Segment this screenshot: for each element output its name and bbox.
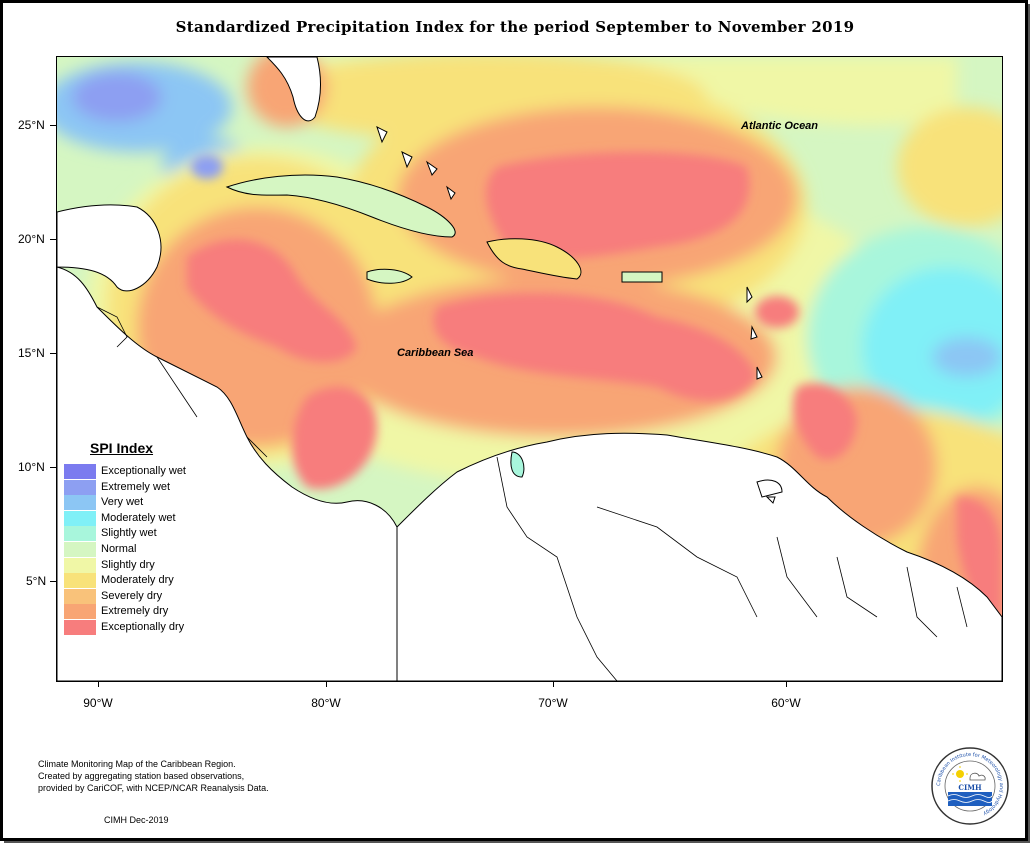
legend-label: Slightly wet bbox=[101, 527, 157, 540]
legend-swatch bbox=[64, 620, 96, 635]
lon-tick bbox=[786, 681, 787, 687]
lat-label-10n: 10°N bbox=[18, 460, 45, 474]
lat-tick bbox=[50, 125, 56, 126]
label-atlantic-ocean: Atlantic Ocean bbox=[741, 120, 819, 132]
legend-label: Severely dry bbox=[101, 589, 163, 602]
legend-item: Exceptionally dry bbox=[64, 620, 284, 636]
legend-swatch bbox=[64, 526, 96, 542]
lat-tick bbox=[50, 581, 56, 582]
lat-label-15n: 15°N bbox=[18, 346, 45, 360]
legend-swatch bbox=[64, 604, 96, 620]
spi-map-canvas bbox=[57, 57, 1002, 681]
cimh-logo: Caribbean Institute for Meteorology and … bbox=[930, 746, 1010, 826]
legend-label: Extremely dry bbox=[101, 605, 169, 618]
lat-tick bbox=[50, 239, 56, 240]
legend-swatch bbox=[64, 495, 96, 511]
legend-swatch bbox=[64, 510, 96, 526]
lon-label-70w: 70°W bbox=[538, 696, 568, 710]
page-title: Standardized Precipitation Index for the… bbox=[175, 18, 855, 36]
lon-tick bbox=[553, 681, 554, 687]
legend-item: Extremely dry bbox=[64, 604, 284, 620]
lat-label-25n: 25°N bbox=[18, 118, 45, 132]
credit-line-2: Created by aggregating station based obs… bbox=[38, 771, 245, 781]
map-credit: Climate Monitoring Map of the Caribbean … bbox=[38, 758, 269, 794]
legend-label: Very wet bbox=[101, 496, 144, 509]
legend-label: Slightly dry bbox=[101, 558, 155, 571]
legend-swatch bbox=[64, 588, 96, 604]
credit-line-1: Climate Monitoring Map of the Caribbean … bbox=[38, 759, 236, 769]
credit-line-3: provided by CariCOF, with NCEP/NCAR Rean… bbox=[38, 783, 269, 793]
legend-item: Severely dry bbox=[64, 588, 284, 605]
lon-tick bbox=[98, 681, 99, 687]
lon-label-80w: 80°W bbox=[311, 696, 341, 710]
map-date: CIMH Dec-2019 bbox=[104, 815, 169, 825]
legend-swatch bbox=[64, 542, 96, 557]
legend-label: Extremely wet bbox=[101, 480, 171, 493]
lat-tick bbox=[50, 353, 56, 354]
legend-item: Exceptionally wet bbox=[64, 464, 284, 480]
lon-tick bbox=[326, 681, 327, 687]
legend-item: Moderately dry bbox=[64, 573, 284, 589]
legend-swatch bbox=[64, 479, 96, 495]
legend-label: Exceptionally dry bbox=[101, 621, 185, 633]
legend-swatch bbox=[64, 464, 96, 479]
spi-map: Atlantic Ocean Caribbean Sea bbox=[56, 56, 1003, 682]
legend-label: Moderately dry bbox=[101, 574, 174, 587]
land-outlines bbox=[57, 57, 1002, 681]
lon-label-90w: 90°W bbox=[83, 696, 113, 710]
legend-label: Exceptionally wet bbox=[101, 465, 186, 477]
cimh-logo-icon: Caribbean Institute for Meteorology and … bbox=[931, 747, 1009, 825]
lon-label-60w: 60°W bbox=[771, 696, 801, 710]
logo-text: CIMH bbox=[958, 783, 982, 792]
legend-item: Slightly dry bbox=[64, 557, 284, 574]
legend-label: Moderately wet bbox=[101, 511, 176, 524]
legend-title: SPI Index bbox=[90, 440, 154, 456]
legend-item: Slightly wet bbox=[64, 526, 284, 542]
legend-swatch bbox=[64, 557, 96, 573]
lat-label-20n: 20°N bbox=[18, 232, 45, 246]
country-borders bbox=[96, 306, 968, 681]
legend-swatch bbox=[64, 573, 96, 589]
lat-tick bbox=[50, 467, 56, 468]
legend-item: Moderately wet bbox=[64, 510, 284, 527]
lat-label-5n: 5°N bbox=[26, 574, 47, 588]
label-caribbean-sea: Caribbean Sea bbox=[397, 347, 474, 359]
legend-item: Very wet bbox=[64, 495, 284, 511]
legend-label: Normal bbox=[101, 543, 137, 555]
legend-item: Extremely wet bbox=[64, 479, 284, 496]
legend-item: Normal bbox=[64, 542, 284, 558]
